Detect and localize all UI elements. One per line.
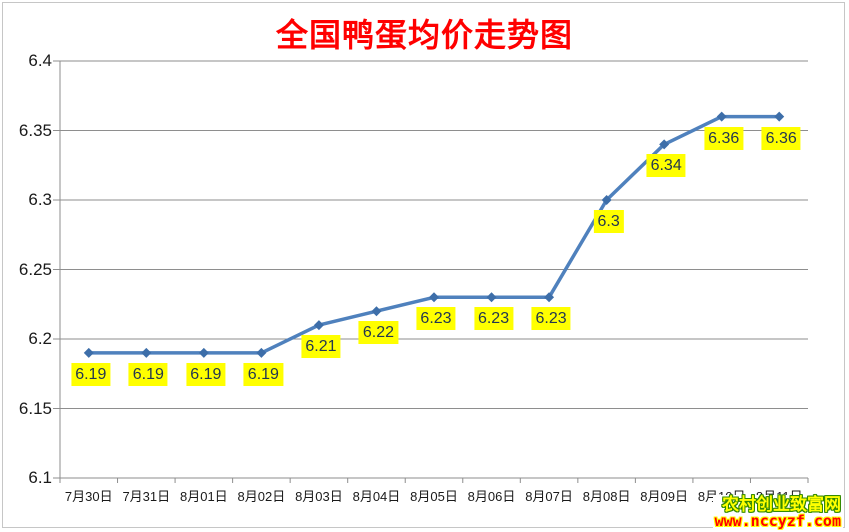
data-point-marker (256, 347, 267, 358)
data-label: 6.21 (301, 335, 341, 359)
x-axis-label: 8月07日 (525, 489, 573, 504)
x-axis-label: 7月31日 (122, 489, 171, 504)
x-axis-label: 7月30日 (64, 489, 113, 504)
data-label: 6.19 (128, 362, 168, 386)
data-label: 6.19 (243, 362, 283, 386)
data-label: 6.22 (358, 321, 399, 345)
chart-title: 全国鸭蛋均价走势图 (275, 17, 573, 53)
y-axis-label: 6.4 (28, 51, 52, 70)
data-point-marker (83, 347, 94, 358)
data-point-marker (141, 347, 152, 358)
data-label: 6.36 (761, 126, 801, 150)
data-point-marker (659, 139, 670, 150)
x-axis-label: 8月01日 (179, 489, 228, 504)
y-axis-label: 6.3 (28, 190, 52, 209)
data-label: 6.23 (416, 307, 456, 331)
x-axis-label: 8月04日 (352, 489, 401, 504)
x-axis-label: 8月05日 (410, 489, 458, 504)
data-label: 6.19 (71, 362, 111, 386)
data-point-marker (544, 292, 555, 303)
y-axis-label: 6.1 (28, 468, 52, 487)
watermark-site-name: 农村创业致富网 (722, 495, 841, 515)
data-point-marker (716, 111, 727, 122)
data-label: 6.23 (531, 307, 571, 331)
data-point-marker (429, 292, 439, 303)
data-point-marker (198, 347, 209, 358)
data-point-marker (486, 292, 497, 303)
watermark-url: www.nccyzf.com (714, 512, 841, 531)
x-axis-label: 8月06日 (467, 489, 516, 504)
x-axis-label: 8月02日 (237, 489, 286, 504)
watermark: 农村创业致富网 www.nccyzf.com (712, 495, 843, 531)
data-label: 6.34 (646, 154, 686, 178)
data-label: 6.3 (593, 210, 624, 233)
data-point-marker (774, 111, 785, 122)
data-point-marker (601, 195, 612, 205)
data-point-marker (313, 320, 324, 331)
data-label: 6.36 (704, 126, 744, 150)
x-axis-label: 8月09日 (640, 489, 688, 504)
x-axis-label: 8月03日 (295, 489, 343, 504)
y-axis-label: 6.35 (18, 120, 52, 140)
data-label: 6.19 (186, 362, 226, 386)
data-label: 6.23 (473, 307, 514, 331)
y-axis-label: 6.25 (18, 259, 52, 279)
y-axis-label: 6.2 (28, 329, 52, 348)
y-axis-label: 6.15 (18, 398, 52, 418)
data-point-marker (371, 306, 382, 317)
x-axis-label: 8月08日 (582, 489, 631, 504)
